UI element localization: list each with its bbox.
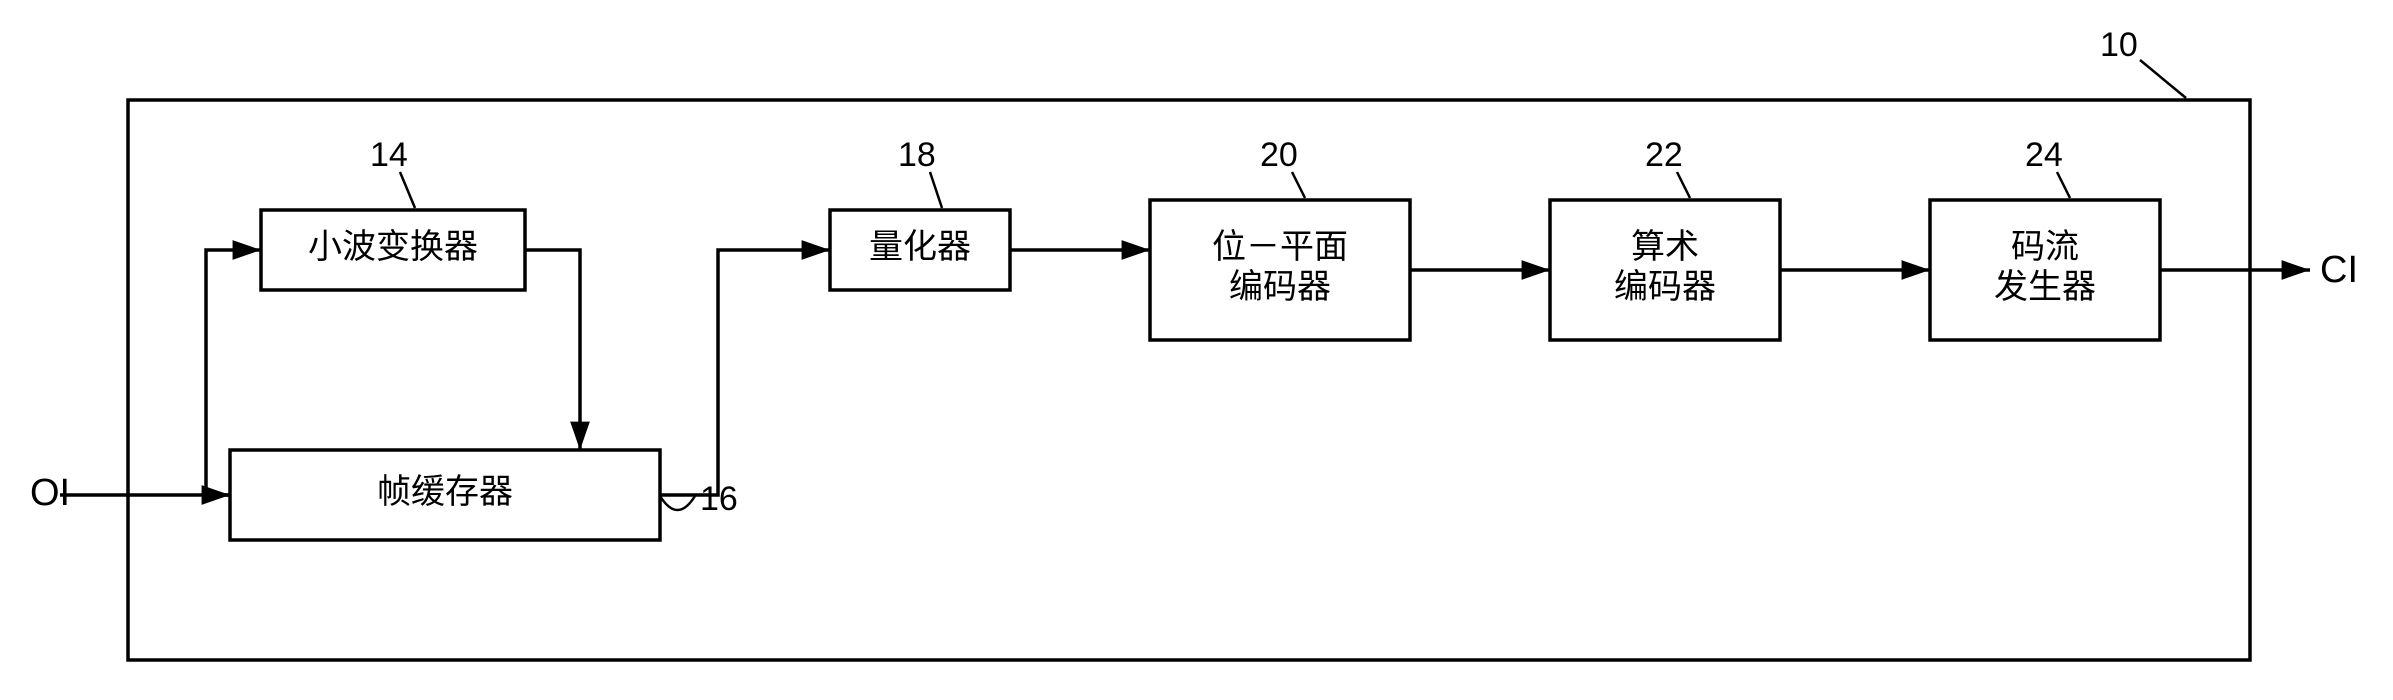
ref-leader-18 xyxy=(930,172,942,208)
ref-leader-14 xyxy=(400,172,415,208)
block-16-label-0: 帧缓存器 xyxy=(377,473,513,511)
ref-label-22: 22 xyxy=(1645,136,1683,174)
ref-leader-10 xyxy=(2140,60,2186,98)
ref-leader-22 xyxy=(1677,172,1690,198)
block-24-label-1: 发生器 xyxy=(1994,268,2096,306)
ref-label-14: 14 xyxy=(370,136,408,174)
block-18-label-0: 量化器 xyxy=(869,228,971,266)
block-16: 帧缓存器 xyxy=(230,450,660,540)
edge-b16-b18 xyxy=(660,250,830,495)
outer-container xyxy=(128,100,2250,660)
edge-b14-b16 xyxy=(525,250,580,450)
block-24-label-0: 码流 xyxy=(2011,228,2079,266)
ref-label-16: 16 xyxy=(700,480,738,518)
block-22-label-0: 算术 xyxy=(1631,228,1699,266)
block-14: 小波变换器 xyxy=(261,210,525,290)
ref-leader-16 xyxy=(660,496,695,510)
block-22: 算术编码器 xyxy=(1550,200,1780,340)
block-22-label-1: 编码器 xyxy=(1614,268,1716,306)
block-14-label-0: 小波变换器 xyxy=(308,228,478,266)
ref-label-10: 10 xyxy=(2100,26,2138,64)
ref-label-18: 18 xyxy=(898,136,936,174)
io-label-output: CI xyxy=(2320,249,2358,291)
ref-leader-24 xyxy=(2057,172,2070,198)
block-24: 码流发生器 xyxy=(1930,200,2160,340)
io-label-input: OI xyxy=(30,472,70,514)
ref-label-24: 24 xyxy=(2025,136,2063,174)
block-20-label-1: 编码器 xyxy=(1229,268,1331,306)
block-20: 位－平面编码器 xyxy=(1150,200,1410,340)
ref-label-20: 20 xyxy=(1260,136,1298,174)
ref-leader-20 xyxy=(1292,172,1305,198)
block-18: 量化器 xyxy=(830,210,1010,290)
block-20-label-0: 位－平面 xyxy=(1212,228,1348,266)
